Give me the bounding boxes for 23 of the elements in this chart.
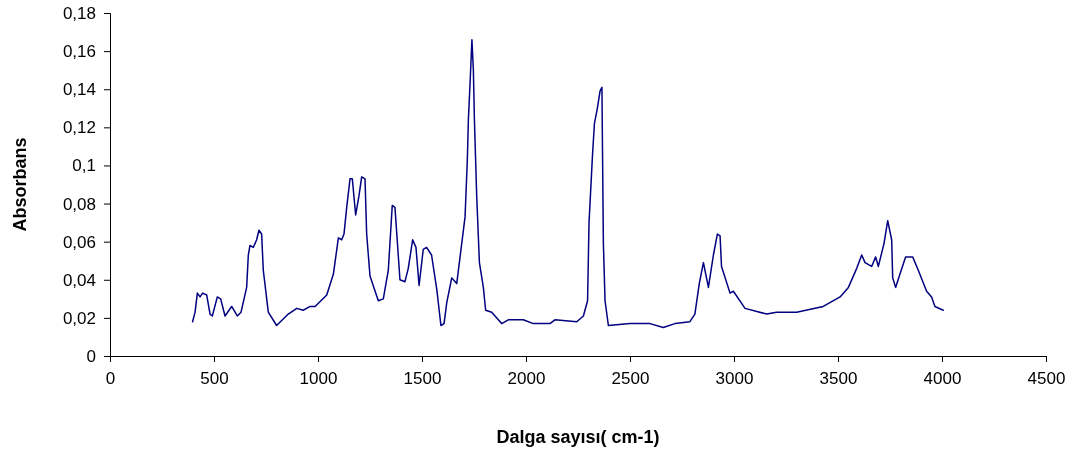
x-tick-label: 4000 — [923, 369, 962, 389]
x-tick-label: 1000 — [299, 369, 338, 389]
y-tick-label: 0,04 — [62, 270, 96, 290]
y-tick-label: 0,18 — [62, 3, 96, 23]
y-tick-label: 0 — [86, 346, 96, 366]
x-tick-label: 3000 — [715, 369, 754, 389]
y-tick-label: 0,08 — [62, 194, 96, 214]
x-tick-label: 3500 — [819, 369, 858, 389]
y-axis-title: Absorbans — [10, 137, 30, 232]
x-tick-label: 0 — [105, 369, 116, 389]
line-series — [191, 38, 944, 329]
x-tick-label: 2000 — [507, 369, 546, 389]
y-tick-label: 0,1 — [72, 156, 96, 176]
y-tick-label: 0,14 — [62, 80, 96, 100]
x-tick-label: 2500 — [611, 369, 650, 389]
x-tick-label: 1500 — [403, 369, 442, 389]
x-axis-title: Dalga sayısı( cm-1) — [496, 427, 660, 447]
y-tick-label: 0,02 — [62, 308, 96, 328]
x-tick-label: 4500 — [1027, 369, 1066, 389]
y-tick-label: 0,06 — [62, 232, 96, 252]
x-tick-label: 500 — [200, 369, 229, 389]
y-tick-label: 0,12 — [62, 118, 96, 138]
y-tick-label: 0,16 — [62, 42, 96, 62]
